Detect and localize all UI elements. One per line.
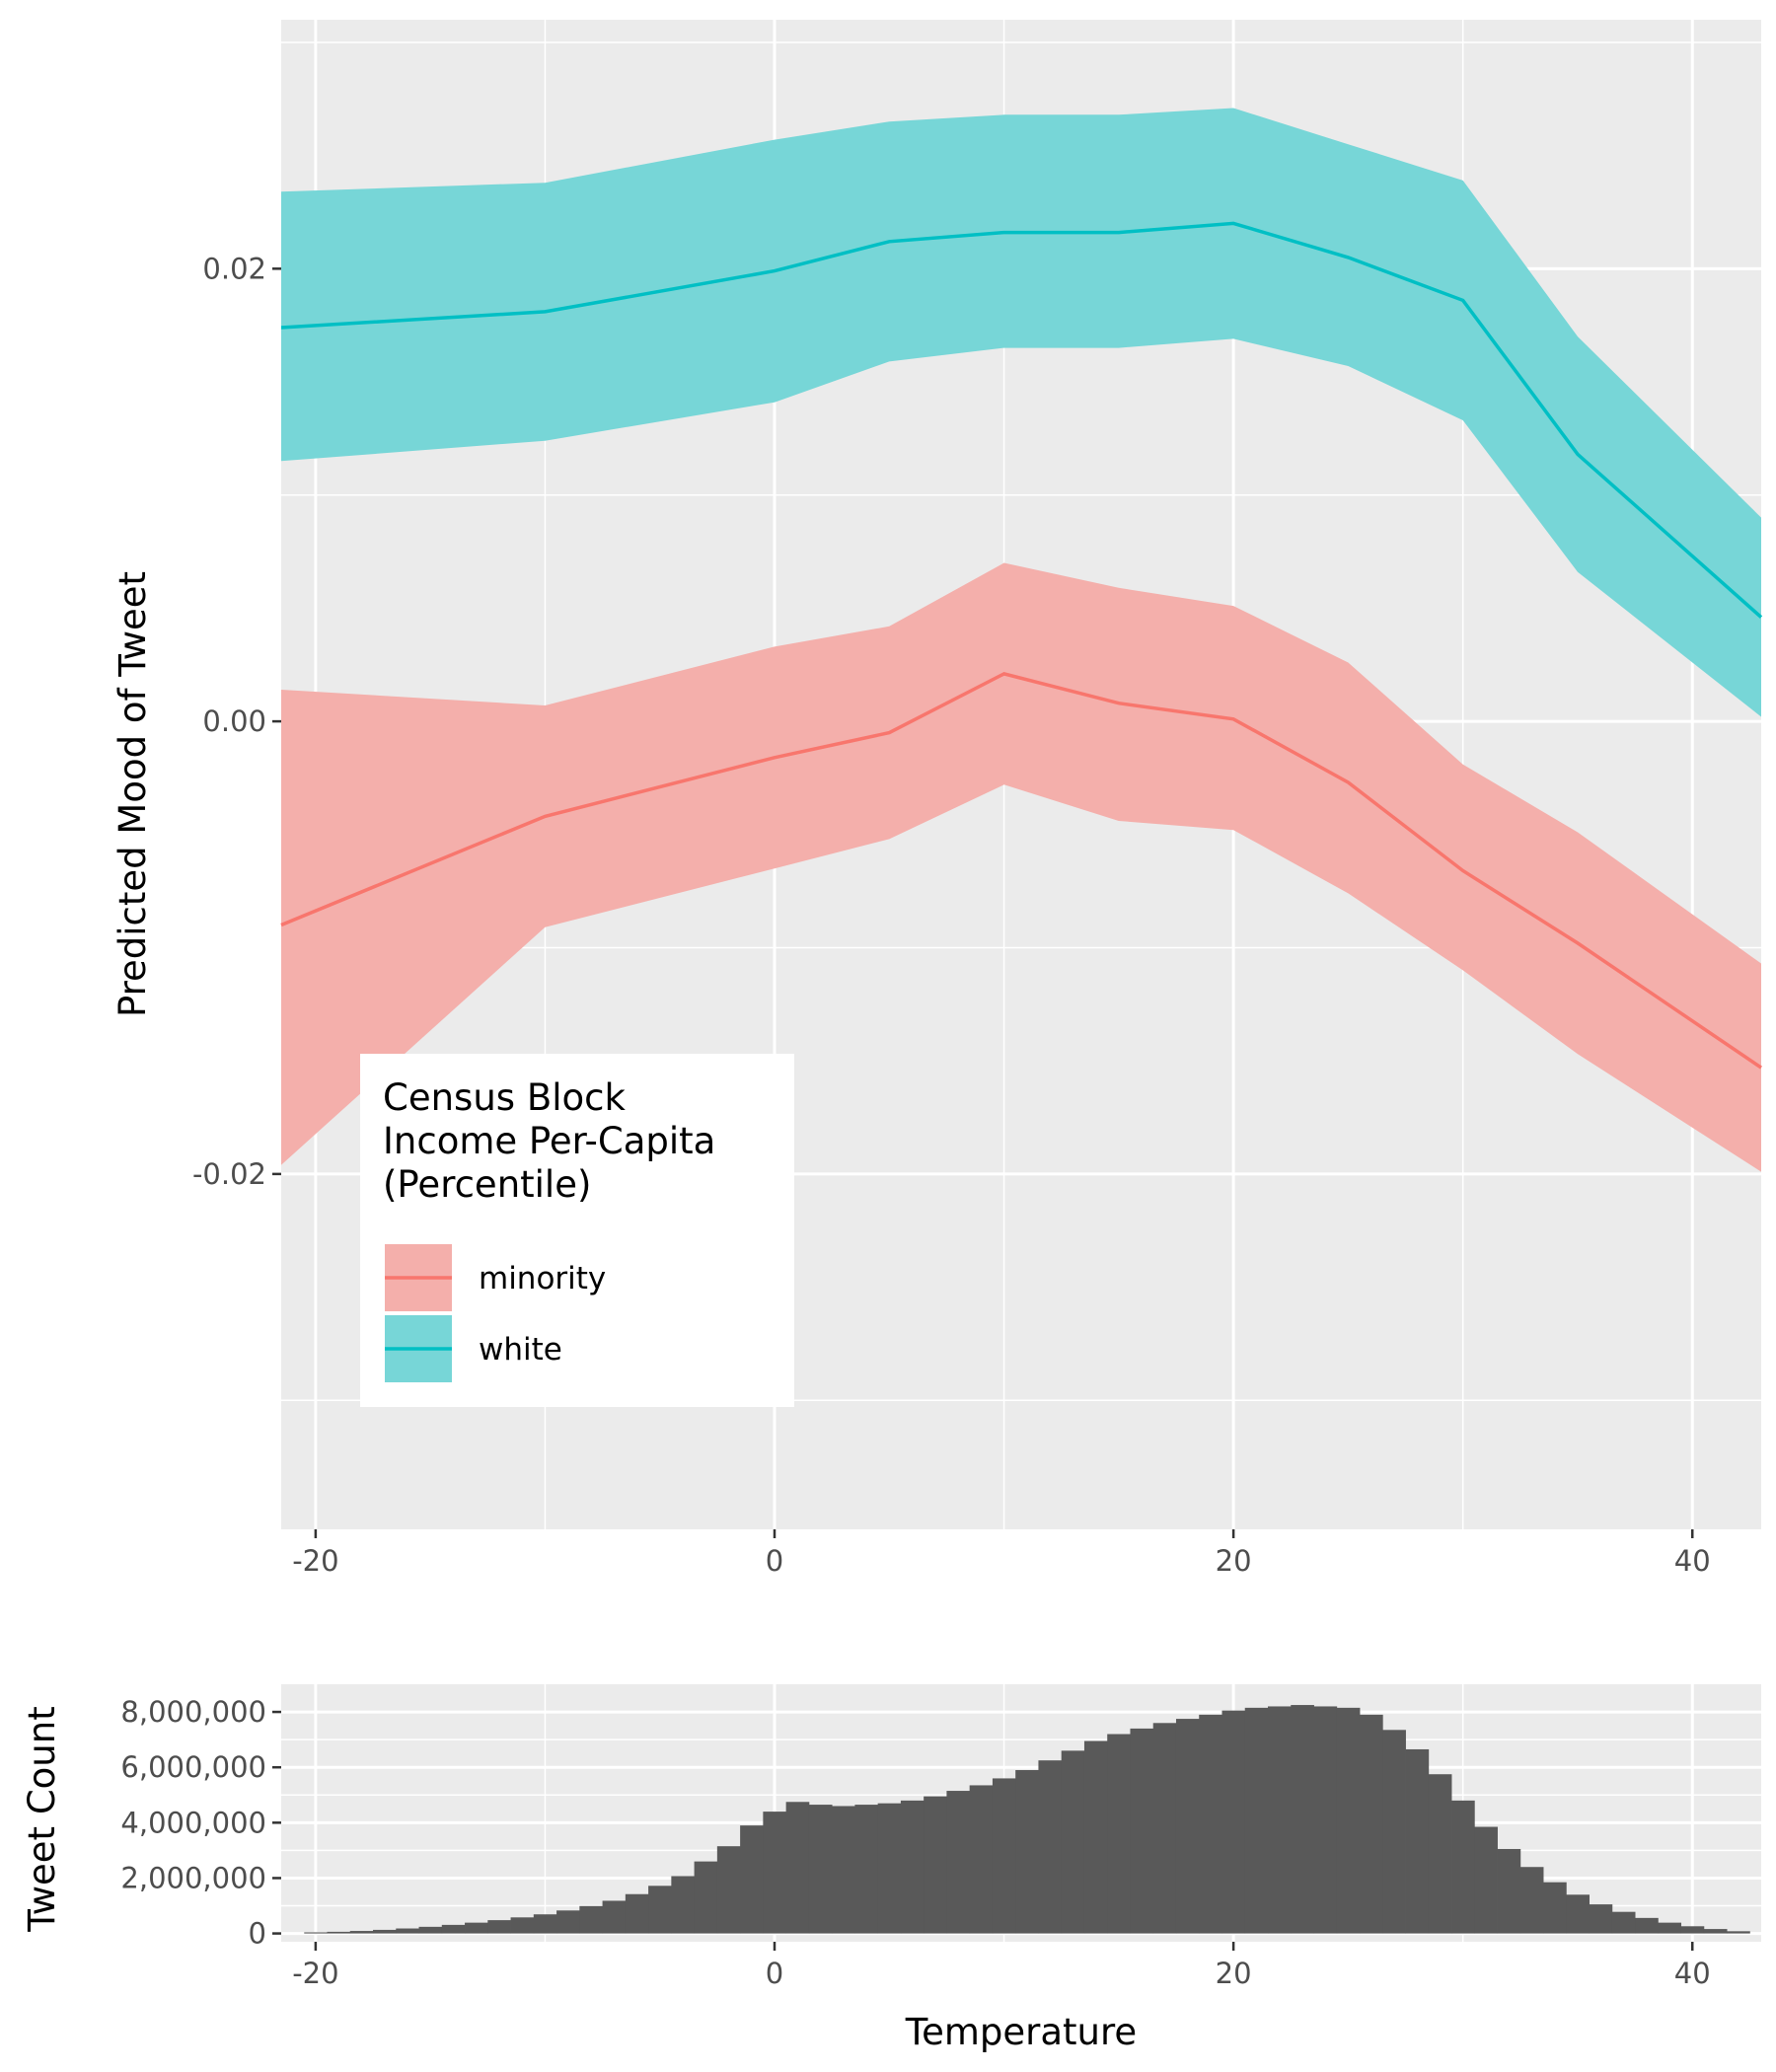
histogram-bar [740, 1825, 764, 1934]
y-tick-label: 0 [249, 1917, 266, 1951]
histogram-bar [1336, 1707, 1361, 1934]
confidence-band-minority [281, 562, 1761, 1172]
histogram-bar [1703, 1929, 1728, 1934]
histogram-bar [1038, 1760, 1063, 1934]
x-tick-label: 0 [766, 1544, 783, 1578]
mood-plot-axes: -20 0 20 40 -0.02 0.00 0.02 [192, 252, 1711, 1578]
axis-titles: Predicted Mood of Tweet Tweet Count Temper… [21, 571, 1137, 2053]
histogram-bar [1268, 1706, 1292, 1934]
histogram-bar [1405, 1748, 1430, 1934]
y-tick-label: 4,000,000 [120, 1806, 266, 1839]
tweet-count-y-axis-title: Tweet Count [21, 1706, 63, 1932]
y-tick-label: 6,000,000 [120, 1750, 266, 1784]
histogram-bar [808, 1805, 833, 1934]
tweet-count-axes: -20 0 20 40 0 2,000,000 4,000,000 6,000,000 8,00… [120, 1695, 1710, 1990]
x-tick-label: 20 [1216, 1957, 1252, 1990]
histogram-bar [1061, 1750, 1085, 1934]
histogram-bar [946, 1791, 971, 1934]
histogram-bar [1107, 1734, 1131, 1934]
x-tick-label: 20 [1216, 1544, 1252, 1578]
histogram-bar [1313, 1706, 1338, 1934]
x-tick-label: 40 [1674, 1957, 1711, 1990]
histogram-bar [487, 1920, 511, 1934]
histogram-bar [579, 1905, 603, 1934]
histogram-bar [1083, 1740, 1108, 1934]
histogram-bar [763, 1812, 787, 1934]
histogram-bar [877, 1803, 902, 1934]
histogram-bar [1566, 1894, 1590, 1934]
series-line-minority [280, 672, 1762, 1070]
histogram-bar [648, 1886, 672, 1934]
histogram-bar [418, 1926, 443, 1934]
histogram-bar [1497, 1848, 1521, 1934]
histogram-bar [396, 1928, 419, 1934]
series-line-white [280, 221, 1763, 619]
legend-title-line: (Percentile) [383, 1163, 591, 1206]
histogram-bar [1680, 1926, 1705, 1934]
histogram-bar [1611, 1911, 1636, 1934]
histogram-bar [924, 1796, 947, 1934]
temperature-x-axis-title: Temperature [905, 2011, 1137, 2053]
histogram-bar [510, 1917, 535, 1934]
legend-title-line: Income Per-Capita [383, 1120, 715, 1162]
histogram-bar [1130, 1728, 1154, 1934]
legend-label-minority: minority [479, 1261, 606, 1296]
legend-label-white: white [479, 1332, 562, 1368]
y-tick-label: 8,000,000 [120, 1695, 266, 1729]
histogram-bar [1175, 1719, 1200, 1934]
histogram-bar [1451, 1800, 1475, 1934]
histogram-bar [694, 1861, 718, 1934]
histogram-bar [556, 1910, 580, 1934]
legend-title-line: Census Block [383, 1076, 626, 1119]
histogram-bar [671, 1876, 696, 1934]
histogram-bar [441, 1924, 466, 1934]
histogram-bar [832, 1806, 855, 1934]
y-tick-label: 0.02 [202, 252, 266, 285]
x-tick-label: -20 [292, 1544, 338, 1578]
histogram-bar [716, 1846, 741, 1934]
histogram-bar [854, 1805, 879, 1934]
y-tick-label: 0.00 [202, 704, 266, 738]
histogram-bar [1291, 1705, 1314, 1934]
y-tick-label: 2,000,000 [120, 1861, 266, 1894]
histogram-bar [1589, 1904, 1613, 1934]
histogram-bar [785, 1802, 810, 1934]
histogram-bar [1244, 1707, 1269, 1934]
histogram-bar [1428, 1774, 1452, 1934]
histogram-bar [992, 1778, 1016, 1934]
histogram-bar [625, 1893, 649, 1934]
histogram-bar [1199, 1714, 1222, 1934]
confidence-band-white [281, 108, 1761, 717]
y-tick-label: -0.02 [192, 1157, 266, 1191]
mood-y-axis-title: Predicted Mood of Tweet [111, 571, 154, 1017]
histogram-bar [1382, 1730, 1406, 1934]
histogram-bar [327, 1931, 351, 1934]
tweet-count-panel [281, 1684, 1761, 1942]
histogram-bar [1635, 1917, 1659, 1934]
x-tick-label: 0 [766, 1957, 783, 1990]
histogram-bar [1221, 1710, 1246, 1934]
histogram-bar [349, 1931, 374, 1934]
x-tick-label: 40 [1674, 1544, 1711, 1578]
histogram-bar [1519, 1867, 1544, 1934]
histogram-bar [602, 1900, 627, 1934]
x-tick-label: -20 [292, 1957, 338, 1990]
histogram-bar [1543, 1882, 1567, 1934]
histogram-bar [1474, 1826, 1498, 1934]
histogram-bar [1015, 1770, 1039, 1934]
histogram-bar [304, 1932, 328, 1934]
histogram-bar [1360, 1714, 1383, 1934]
histogram-bar [1727, 1931, 1750, 1934]
histogram-bar [373, 1929, 397, 1934]
histogram-bar [465, 1922, 488, 1934]
histogram-bar [969, 1785, 994, 1934]
histogram-bar [900, 1800, 925, 1934]
histogram-bar [1658, 1922, 1682, 1934]
histogram-bar [1152, 1723, 1177, 1934]
histogram-bar [533, 1914, 557, 1934]
